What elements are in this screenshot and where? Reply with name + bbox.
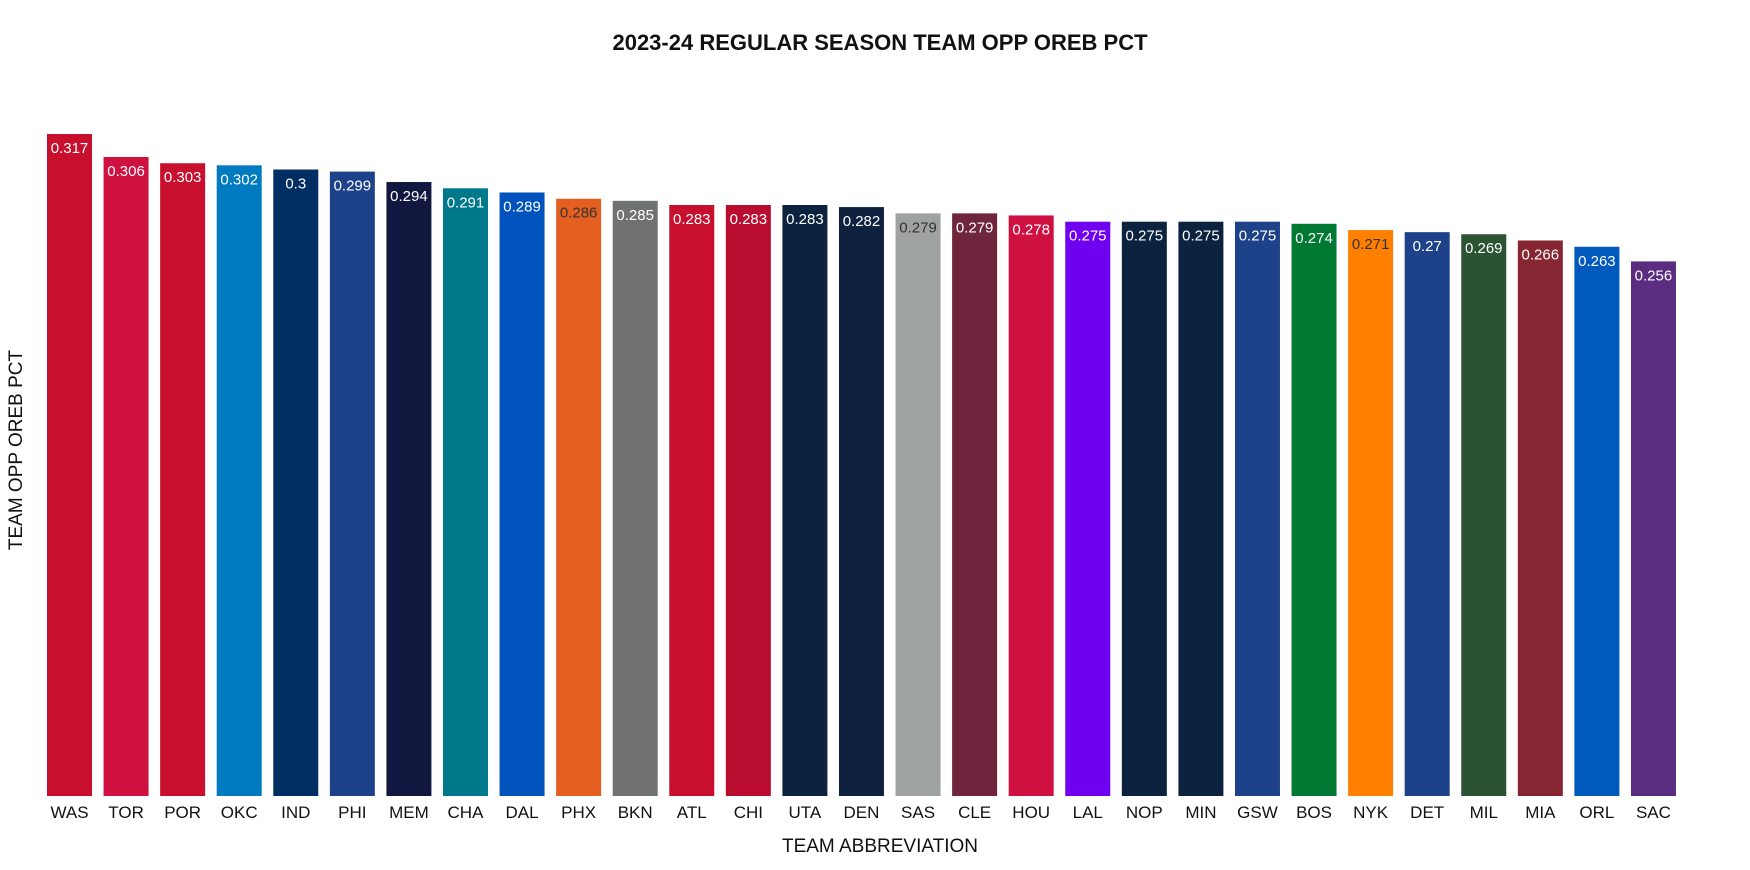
value-label-por: 0.303 [164,169,202,186]
value-label-nop: 0.275 [1126,228,1164,245]
x-tick-label-det: DET [1410,803,1444,822]
value-label-phx: 0.286 [560,205,598,222]
value-label-mem: 0.294 [390,188,428,205]
x-tick-label-nop: NOP [1126,803,1163,822]
x-tick-label-uta: UTA [789,803,822,822]
value-label-nyk: 0.271 [1352,236,1390,253]
x-tick-label-ind: IND [281,803,310,822]
x-axis-label: TEAM ABBREVIATION [782,836,978,857]
bar-mil [1461,234,1507,797]
bar-mem [386,182,432,796]
value-label-uta: 0.283 [786,211,824,228]
bars-group: 0.317 WAS 0.306 TOR 0.303 POR 0.302 OKC 0.3 IND 0.… [47,134,1676,822]
value-label-dal: 0.289 [503,198,541,215]
bar-lal [1065,221,1111,796]
bar-det [1404,232,1450,796]
value-label-lal: 0.275 [1069,228,1107,245]
bar-gsw [1234,221,1280,796]
bar-min [1178,221,1224,796]
x-tick-label-gsw: GSW [1237,803,1278,822]
value-label-cle: 0.279 [956,219,994,236]
x-tick-label-min: MIN [1185,803,1216,822]
value-label-hou: 0.278 [1012,221,1050,238]
x-tick-label-atl: ATL [677,803,707,822]
x-tick-label-mem: MEM [389,803,429,822]
value-label-det: 0.27 [1413,238,1442,255]
bar-okc [216,165,262,796]
bar-phi [329,171,375,797]
bar-phx [556,198,602,797]
bar-dal [499,192,545,797]
bar-cha [442,188,488,797]
x-tick-label-den: DEN [844,803,880,822]
value-label-was: 0.317 [51,140,89,157]
bar-uta [782,205,828,796]
x-tick-label-tor: TOR [108,803,144,822]
x-tick-label-okc: OKC [221,803,258,822]
x-tick-label-dal: DAL [506,803,539,822]
x-tick-label-sas: SAS [901,803,935,822]
x-tick-label-was: WAS [50,803,88,822]
bar-den [838,207,884,797]
value-label-ind: 0.3 [285,176,306,193]
x-tick-label-sac: SAC [1636,803,1671,822]
bar-por [160,163,206,797]
value-label-cha: 0.291 [447,194,485,211]
bar-atl [669,205,715,796]
x-tick-label-mia: MIA [1525,803,1556,822]
x-tick-label-mil: MIL [1470,803,1498,822]
value-label-min: 0.275 [1182,228,1220,245]
value-label-gsw: 0.275 [1239,228,1277,245]
bar-ind [273,169,319,796]
x-tick-label-cle: CLE [958,803,991,822]
chart-title: 2023-24 REGULAR SEASON TEAM OPP OREB PCT [612,30,1148,55]
x-tick-label-lal: LAL [1073,803,1103,822]
bar-tor [103,156,149,797]
value-label-orl: 0.263 [1578,253,1616,270]
bar-mia [1517,240,1563,796]
y-axis-label: TEAM OPP OREB PCT [6,349,27,550]
x-tick-label-phi: PHI [338,803,366,822]
value-label-den: 0.282 [843,213,881,230]
value-label-mia: 0.266 [1522,247,1560,264]
x-tick-label-phx: PHX [561,803,596,822]
value-label-atl: 0.283 [673,211,711,228]
x-tick-label-hou: HOU [1012,803,1050,822]
x-tick-label-bkn: BKN [618,803,653,822]
bar-nyk [1348,230,1394,796]
value-label-phi: 0.299 [334,178,372,195]
bar-nop [1121,221,1167,796]
bar-bos [1291,223,1337,797]
x-tick-label-por: POR [164,803,201,822]
x-tick-label-nyk: NYK [1353,803,1389,822]
bar-hou [1008,215,1054,796]
value-label-chi: 0.283 [730,211,768,228]
x-tick-label-chi: CHI [734,803,763,822]
bar-orl [1574,246,1620,796]
bar-sac [1630,261,1676,796]
value-label-bkn: 0.285 [616,207,654,224]
x-tick-label-bos: BOS [1296,803,1332,822]
value-label-tor: 0.306 [107,163,145,180]
x-tick-label-orl: ORL [1579,803,1614,822]
value-label-okc: 0.302 [220,171,258,188]
value-label-mil: 0.269 [1465,240,1503,257]
bar-cle [952,213,998,797]
bar-was [47,134,92,796]
bar-sas [895,213,941,797]
x-tick-label-cha: CHA [448,803,485,822]
bar-chi [725,205,771,796]
value-label-sas: 0.279 [899,219,937,236]
value-label-bos: 0.274 [1295,230,1333,247]
value-label-sac: 0.256 [1635,267,1673,284]
bar-bkn [612,200,658,796]
